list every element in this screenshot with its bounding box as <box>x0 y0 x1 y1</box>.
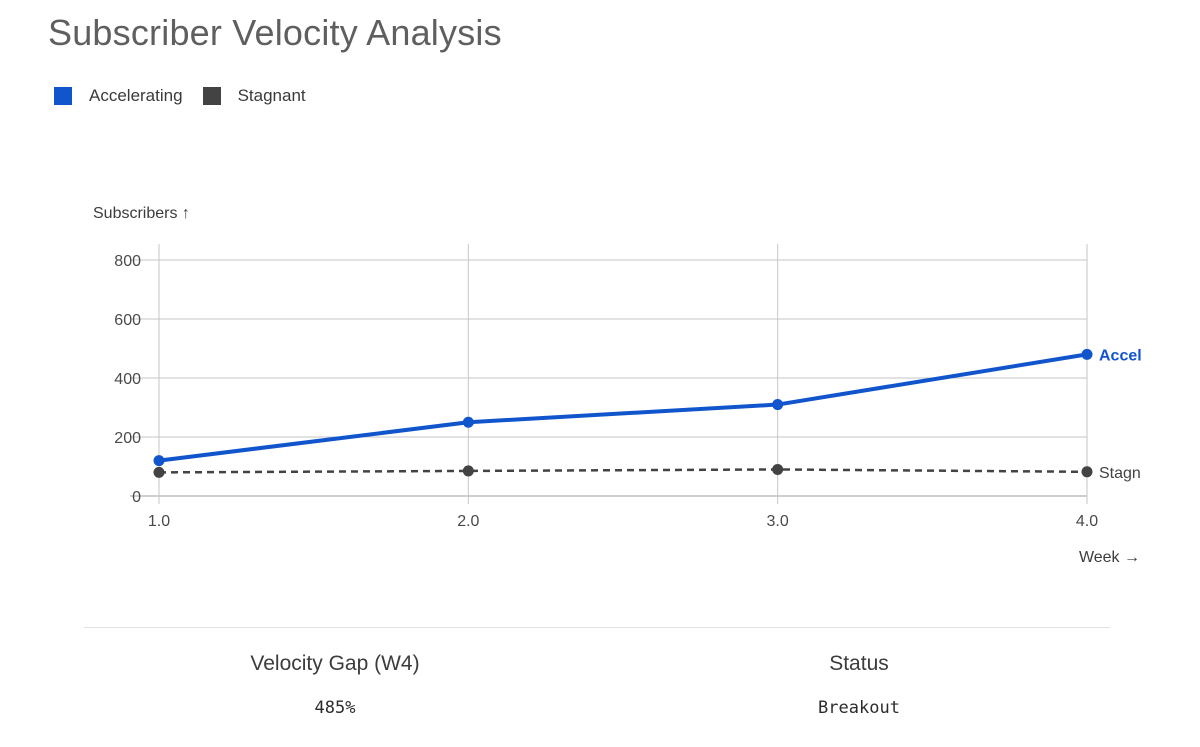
grid <box>130 244 1088 504</box>
legend-label-stagnant: Stagnant <box>237 86 306 105</box>
y-axis-label: Subscribers ↑ <box>93 205 190 222</box>
data-point-stagnant[interactable] <box>772 463 784 475</box>
end-label-stagnant: Stagn <box>1099 465 1141 482</box>
data-point-stagnant[interactable] <box>1081 466 1093 478</box>
series-line-accelerating <box>158 352 1088 463</box>
legend: Accelerating Stagnant <box>54 86 326 106</box>
stat-status-label: Status <box>829 652 889 675</box>
x-axis-label: Week → <box>1079 549 1140 566</box>
x-tick-label: 1.0 <box>148 513 170 530</box>
data-point-stagnant[interactable] <box>153 466 165 478</box>
divider <box>84 627 1110 628</box>
chart-title: Subscriber Velocity Analysis <box>48 12 502 53</box>
series-group: Stagn Accel <box>153 347 1142 482</box>
stat-velocity-gap: Velocity Gap (W4) 485% <box>185 652 485 718</box>
data-point-stagnant[interactable] <box>462 465 474 477</box>
stat-velocity-gap-value: 485% <box>314 698 356 718</box>
y-tick-label: 0 <box>132 489 141 506</box>
data-point-accelerating[interactable] <box>462 416 474 428</box>
axis-ticks: 0 200 400 600 800 1.0 2.0 3.0 4.0 <box>114 253 1098 530</box>
y-tick-label: 200 <box>114 430 141 447</box>
end-label-accelerating: Accel <box>1099 347 1142 364</box>
y-tick-label: 800 <box>114 253 141 270</box>
legend-swatch-stagnant <box>202 87 221 105</box>
x-tick-label: 3.0 <box>767 513 789 530</box>
y-tick-label: 600 <box>114 312 141 329</box>
data-point-accelerating[interactable] <box>772 399 784 411</box>
data-point-accelerating[interactable] <box>153 455 165 467</box>
stat-status-value: Breakout <box>818 698 900 718</box>
legend-item-stagnant[interactable]: Stagnant <box>202 86 306 106</box>
stat-status: Status Breakout <box>709 652 1009 718</box>
stat-velocity-gap-label: Velocity Gap (W4) <box>250 652 420 675</box>
legend-label-accelerating: Accelerating <box>89 86 183 105</box>
x-tick-label: 2.0 <box>457 513 479 530</box>
y-tick-label: 400 <box>114 371 141 388</box>
data-point-accelerating[interactable] <box>1081 348 1093 360</box>
series-line-stagnant <box>158 468 1088 474</box>
x-tick-label: 4.0 <box>1076 513 1098 530</box>
line-chart: Subscribers ↑ Week → 0 200 400 600 800 1.0 2.0… <box>93 205 1142 566</box>
legend-swatch-accelerating <box>54 87 72 105</box>
legend-item-accelerating[interactable]: Accelerating <box>54 86 183 106</box>
